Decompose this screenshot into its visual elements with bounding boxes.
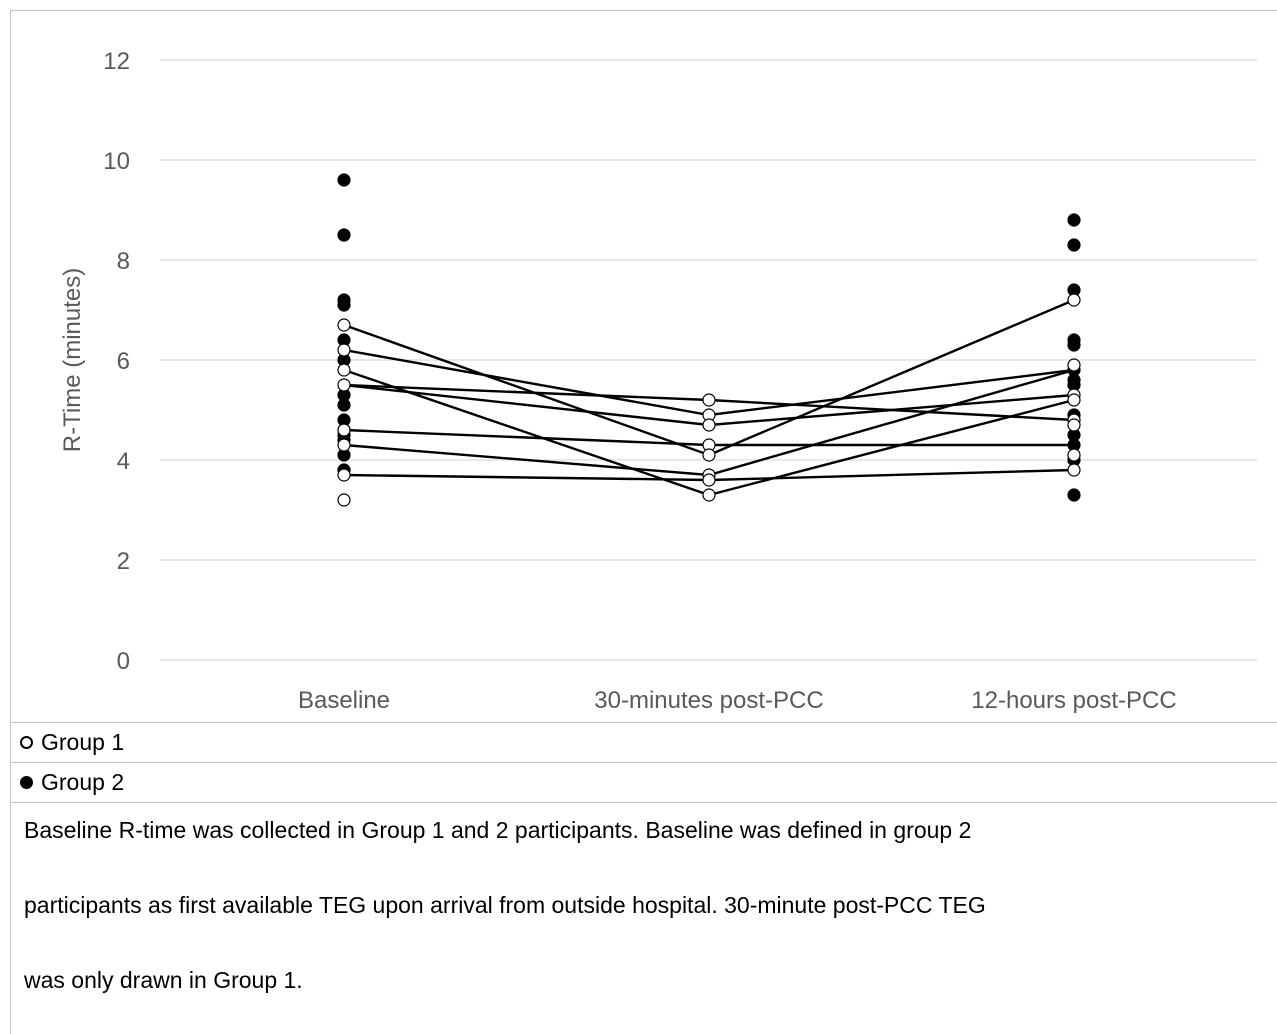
data-points <box>337 173 1081 507</box>
group-1-point <box>337 493 351 507</box>
y-tick-label: 4 <box>117 448 130 475</box>
group-1-point <box>1067 418 1081 432</box>
paired-line <box>343 298 1075 457</box>
group-1-point <box>702 448 716 462</box>
y-tick-label: 12 <box>103 48 130 75</box>
filled-circle-icon <box>20 776 33 789</box>
group-2-point <box>337 228 351 242</box>
group-1-point <box>337 438 351 452</box>
y-tick-labels: 0 2 4 6 8 10 12 <box>103 48 130 675</box>
legend-group-2: Group 2 <box>10 762 1277 802</box>
group-2-point <box>1067 213 1081 227</box>
note-line-1: Baseline R-time was collected in Group 1… <box>24 817 972 843</box>
legend-group-1: Group 1 <box>10 722 1277 762</box>
group-1-point <box>337 363 351 377</box>
group-1-point <box>337 468 351 482</box>
chart-area: 0 2 4 6 8 10 12 Baseline 30-minutes post-PCC 12-… <box>59 48 1257 714</box>
group-2-point <box>337 298 351 312</box>
legend-label-group-2: Group 2 <box>41 769 125 795</box>
x-tick-labels: Baseline 30-minutes post-PCC 12-hours post… <box>298 687 1177 714</box>
y-tick-label: 10 <box>103 148 130 175</box>
group-1-point <box>1067 463 1081 477</box>
group-1-point <box>702 473 716 487</box>
group-2-point <box>1067 488 1081 502</box>
group-2-point <box>337 173 351 187</box>
group-1-point <box>1067 358 1081 372</box>
y-tick-label: 8 <box>117 248 130 275</box>
x-tick-label: 12-hours post-PCC <box>971 687 1176 714</box>
group-1-point <box>337 423 351 437</box>
legend-label-group-1: Group 1 <box>41 729 125 755</box>
x-tick-label: 30-minutes post-PCC <box>594 687 823 714</box>
group-1-point <box>702 393 716 407</box>
group-1-point <box>337 378 351 392</box>
group-1-point <box>337 343 351 357</box>
figure-frame <box>10 10 1277 1034</box>
group-1-point <box>1067 448 1081 462</box>
group-1-point <box>702 488 716 502</box>
y-axis-label: R-Time (minutes) <box>59 268 86 452</box>
note-line-3: was only drawn in Group 1. <box>24 967 303 993</box>
group-1-point <box>1067 393 1081 407</box>
group-2-point <box>1067 338 1081 352</box>
open-circle-icon <box>20 736 33 749</box>
figure-note: Baseline R-time was collected in Group 1… <box>10 802 1277 1034</box>
x-tick-label: Baseline <box>298 687 390 714</box>
y-tick-label: 2 <box>117 548 130 575</box>
group-2-point <box>1067 238 1081 252</box>
y-tick-label: 0 <box>117 648 130 675</box>
r-time-chart: 0 2 4 6 8 10 12 Baseline 30-minutes post-PCC 12-… <box>59 48 1257 714</box>
group-1-point <box>337 318 351 332</box>
group-2-point <box>337 398 351 412</box>
group-1-point <box>702 418 716 432</box>
y-tick-label: 6 <box>117 348 130 375</box>
gridlines <box>160 59 1257 661</box>
note-line-2: participants as first available TEG upon… <box>24 892 986 918</box>
group-1-point <box>1067 293 1081 307</box>
